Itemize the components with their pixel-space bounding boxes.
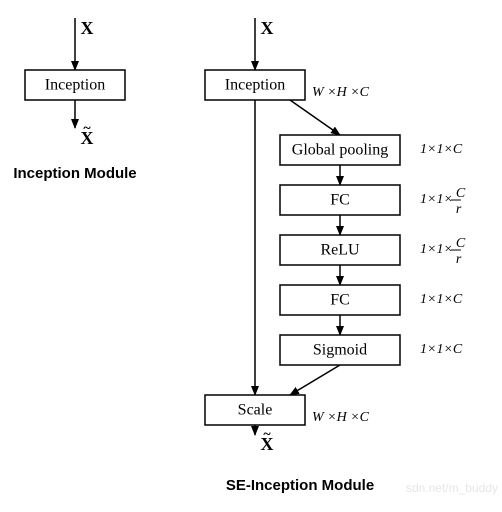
right-fc2-dim: 1×1×C	[420, 292, 463, 307]
svg-text:r: r	[456, 202, 462, 217]
svg-text:1×1×: 1×1×	[420, 192, 453, 207]
svg-text:X: X	[261, 18, 274, 38]
svg-text:W ×H ×C: W ×H ×C	[312, 410, 370, 425]
svg-text:1×1×C: 1×1×C	[420, 142, 463, 157]
right-gpool-dim: 1×1×C	[420, 142, 463, 157]
right-fc1-label: FC	[330, 192, 350, 209]
right-inception-label: Inception	[225, 77, 285, 94]
right-scale-label: Scale	[238, 402, 273, 419]
right-scale-dim: W ×H ×C	[312, 410, 370, 425]
right-title: SE-Inception Module	[226, 477, 374, 494]
svg-text:~: ~	[263, 427, 271, 442]
svg-text:1×1×C: 1×1×C	[420, 292, 463, 307]
watermark: sdn.net/m_buddy	[406, 481, 498, 495]
svg-text:C: C	[456, 186, 466, 201]
svg-text:1×1×: 1×1×	[420, 242, 453, 257]
left-output-xtilde: X~	[81, 121, 94, 148]
right-relu-dim: 1×1×Cr	[420, 236, 466, 267]
left-title: Inception Module	[13, 165, 136, 182]
right-gpool-label: Global pooling	[292, 142, 388, 159]
svg-text:X: X	[81, 18, 94, 38]
right-edge-7	[290, 365, 340, 395]
right-sigmoid-label: Sigmoid	[313, 342, 367, 359]
right-inception-dim: W ×H ×C	[312, 85, 370, 100]
right-sigmoid-dim: 1×1×C	[420, 342, 463, 357]
right-edge-2	[290, 100, 340, 135]
right-fc1-dim: 1×1×Cr	[420, 186, 466, 217]
right-output-xtilde: X~	[261, 427, 274, 454]
left-input-x: X	[81, 18, 94, 38]
svg-text:r: r	[456, 252, 462, 267]
svg-text:C: C	[456, 236, 466, 251]
left-inception-label: Inception	[45, 77, 105, 94]
right-relu-label: ReLU	[320, 242, 360, 259]
svg-text:~: ~	[83, 121, 91, 136]
right-fc2-label: FC	[330, 292, 350, 309]
svg-text:W ×H ×C: W ×H ×C	[312, 85, 370, 100]
svg-text:1×1×C: 1×1×C	[420, 342, 463, 357]
right-input-x: X	[261, 18, 274, 38]
